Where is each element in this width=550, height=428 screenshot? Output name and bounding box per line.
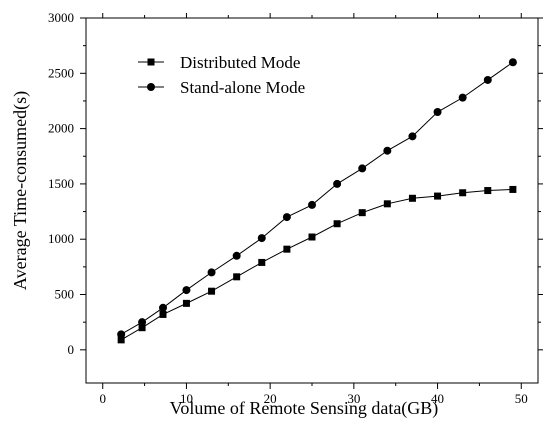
y-axis-ticks: 0 500 1000 1500 2000 2500 3000 xyxy=(48,10,543,357)
data-point xyxy=(383,200,391,208)
data-point xyxy=(333,220,341,228)
data-point xyxy=(509,185,517,193)
data-point xyxy=(258,258,266,266)
legend-label: Stand-alone Mode xyxy=(180,78,305,97)
data-point xyxy=(257,234,266,243)
data-point xyxy=(208,287,216,295)
data-point xyxy=(408,194,416,202)
series-1 xyxy=(117,185,517,344)
legend: Distributed Mode Stand-alone Mode xyxy=(138,53,305,97)
data-point xyxy=(459,189,467,197)
data-point xyxy=(433,108,442,117)
data-point xyxy=(483,75,492,84)
data-point xyxy=(333,179,342,188)
legend-marker xyxy=(147,58,155,66)
x-tick-label: 0 xyxy=(99,391,106,406)
series-layer xyxy=(117,58,517,344)
data-point xyxy=(358,209,366,217)
y-tick-label: 0 xyxy=(68,342,75,357)
data-point xyxy=(308,200,316,209)
data-point xyxy=(358,164,367,173)
x-axis-title: Volume of Remote Sensing data(GB) xyxy=(170,398,439,419)
data-point xyxy=(182,299,190,307)
data-point xyxy=(508,58,517,67)
x-axis-ticks: 0 10 20 30 40 50 xyxy=(99,13,528,406)
y-tick-label: 500 xyxy=(55,287,75,302)
data-point xyxy=(308,233,316,241)
data-point xyxy=(117,336,125,344)
y-tick-label: 2000 xyxy=(48,121,74,136)
y-tick-label: 2500 xyxy=(48,65,74,80)
data-point xyxy=(207,268,216,277)
y-tick-label: 1000 xyxy=(48,231,74,246)
data-point xyxy=(117,330,126,339)
data-point xyxy=(283,245,291,253)
data-point xyxy=(159,303,168,312)
data-point xyxy=(484,187,492,195)
data-point xyxy=(458,93,467,102)
series-2 xyxy=(117,58,517,339)
data-point xyxy=(159,310,167,318)
x-tick-label: 20 xyxy=(264,391,277,406)
data-point xyxy=(138,324,146,332)
data-point xyxy=(182,286,191,295)
data-point xyxy=(138,318,147,327)
data-point xyxy=(434,192,442,200)
legend-label: Distributed Mode xyxy=(180,53,300,72)
x-tick-label: 40 xyxy=(431,391,444,406)
y-axis-title: Average Time-consumed(s) xyxy=(10,91,31,290)
data-point xyxy=(232,251,241,260)
x-tick-label: 50 xyxy=(515,391,528,406)
data-point xyxy=(408,132,417,141)
data-point xyxy=(383,146,392,155)
y-tick-label: 1500 xyxy=(48,176,74,191)
legend-item-1: Distributed Mode xyxy=(138,53,300,72)
data-point xyxy=(282,213,291,222)
data-point xyxy=(233,273,241,281)
x-tick-label: 30 xyxy=(347,391,360,406)
x-tick-label: 10 xyxy=(180,391,193,406)
legend-marker xyxy=(147,83,155,91)
legend-item-2: Stand-alone Mode xyxy=(138,78,305,97)
y-tick-label: 3000 xyxy=(48,10,74,25)
